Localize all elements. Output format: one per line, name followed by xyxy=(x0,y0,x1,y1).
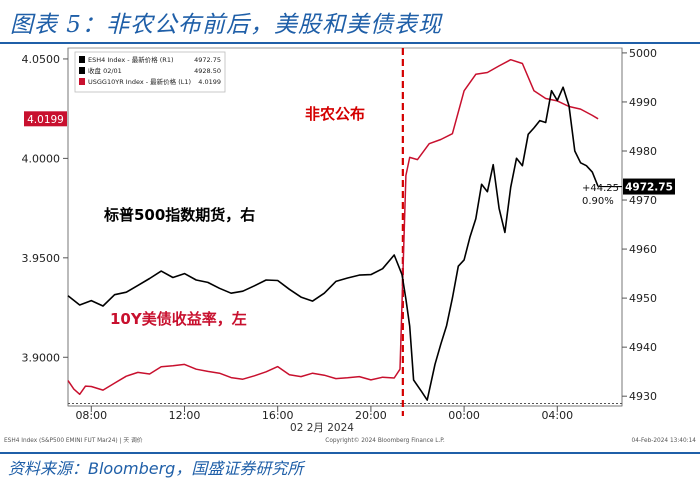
report-header: 图表 5：非农公布前后，美股和美债表现 xyxy=(0,0,700,44)
legend-swatch-esh4 xyxy=(79,56,85,63)
x-tick-label: 08:00 xyxy=(75,409,107,422)
x-tick-label: 04:00 xyxy=(541,409,573,422)
x-tick-label: 12:00 xyxy=(169,409,201,422)
legend-swatch-close xyxy=(79,67,85,74)
left-axis-panel xyxy=(0,44,68,452)
legend-label-usgg10yr: USGG10YR Index - 最新价格 (L1) xyxy=(88,77,191,86)
header-divider xyxy=(0,42,700,44)
left-last-value-badge: 4.0199 xyxy=(24,111,67,127)
legend-value-close: 4928.50 xyxy=(194,67,221,75)
futures-series-line xyxy=(67,86,599,401)
right-tick-label: 4970 xyxy=(629,194,657,207)
x-tick-label: 20:00 xyxy=(355,409,387,422)
legend-value-esh4: 4972.75 xyxy=(194,56,221,64)
nfp-release-label: 非农公布 xyxy=(305,105,365,123)
footer-divider xyxy=(0,452,700,454)
chart: ESH4 Index - 最新价格 (R1) 4972.75 收盘 02/01 … xyxy=(0,44,697,452)
legend-label-esh4: ESH4 Index - 最新价格 (R1) xyxy=(88,55,173,64)
change-points: +44.25 xyxy=(582,183,619,194)
left-tick-label: 3.9000 xyxy=(22,351,61,364)
x-axis-ticks: 08:00 12:00 16:00 20:00 00:00 04:00 xyxy=(75,406,573,422)
legend-value-usgg10yr: 4.0199 xyxy=(198,78,221,86)
left-last-value-text: 4.0199 xyxy=(27,114,64,126)
figure-title: 图表 5：非农公布前后，美股和美债表现 xyxy=(10,12,442,38)
left-tick-label: 4.0500 xyxy=(22,53,61,66)
x-axis-title: 02 2月 2024 xyxy=(290,422,354,434)
right-axis-ticks: 4930 4940 4950 4960 4970 4980 4990 5000 xyxy=(622,47,657,403)
x-tick-label: 16:00 xyxy=(262,409,294,422)
right-last-value-badge: 4972.75 xyxy=(623,178,675,195)
right-last-value-text: 4972.75 xyxy=(625,182,673,194)
yield-series-line xyxy=(67,58,599,396)
left-tick-label: 3.9500 xyxy=(22,252,61,265)
plot-area xyxy=(67,47,623,407)
right-tick-label: 4960 xyxy=(629,243,657,256)
right-tick-label: 4950 xyxy=(629,292,657,305)
right-tick-label: 4930 xyxy=(629,390,657,403)
x-tick-label: 00:00 xyxy=(448,409,480,422)
legend-box xyxy=(74,51,226,93)
bottom-strip-center: Copyright© 2024 Bloomberg Finance L.P. xyxy=(325,437,445,444)
bottom-strip-right: 04-Feb-2024 13:40:14 xyxy=(632,438,697,444)
futures-series-label: 标普500指数期货，右 xyxy=(103,206,255,224)
bottom-strip-left: ESH4 Index (S&P500 EMINI FUT Mar24) | 天 … xyxy=(4,436,143,444)
right-tick-label: 4980 xyxy=(629,145,657,158)
change-percent: 0.90% xyxy=(582,196,614,207)
left-axis-ticks: 3.9000 3.9500 4.0000 4.0500 xyxy=(22,53,68,364)
report-footer: 资料来源：Bloomberg，国盛证券研究所 xyxy=(0,452,700,478)
legend: ESH4 Index - 最新价格 (R1) 4972.75 收盘 02/01 … xyxy=(74,51,226,93)
legend-swatch-usgg10yr xyxy=(79,78,85,85)
left-last-value-bg xyxy=(24,111,67,127)
source-note: 资料来源：Bloomberg，国盛证券研究所 xyxy=(8,459,304,478)
right-last-value-bg xyxy=(623,178,675,195)
right-tick-label: 4940 xyxy=(629,341,657,354)
left-tick-label: 4.0000 xyxy=(22,152,61,165)
legend-label-close: 收盘 02/01 xyxy=(88,66,122,75)
right-tick-label: 4990 xyxy=(629,96,657,109)
yield-series-label: 10Y美债收益率，左 xyxy=(110,310,247,328)
right-tick-label: 5000 xyxy=(629,47,657,60)
